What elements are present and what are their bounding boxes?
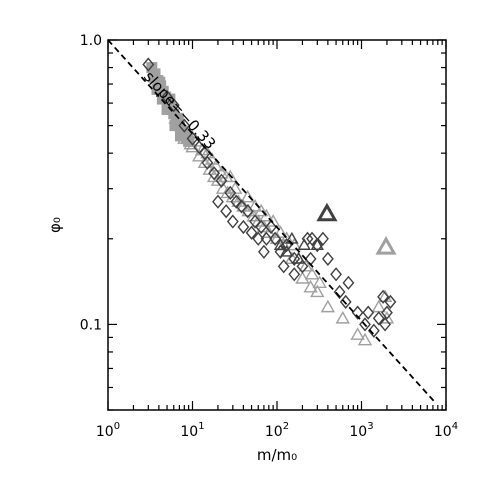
axis-tick-labels: 100 101 102 103 104 0.1 1.0: [80, 33, 458, 440]
data-point-s2-45: [245, 225, 258, 240]
data-point-s3-3: [291, 251, 306, 264]
data-point-s2-37: [377, 289, 389, 304]
data-point-s2-6: [215, 173, 228, 188]
data-point-s1-40: [253, 203, 269, 217]
fit-line: [108, 40, 437, 404]
data-point-s2-4: [201, 155, 214, 170]
data-point-s2-47: [212, 194, 224, 209]
data-point-s1-38: [240, 189, 255, 203]
data-point-s2-46: [220, 204, 233, 219]
data-point-s1-22: [320, 299, 336, 313]
x-tick-label-1: 101: [180, 421, 204, 440]
axis-ticks: [107, 39, 447, 411]
data-point-s1-19: [295, 271, 310, 284]
data-point-s3-4: [297, 238, 311, 250]
data-point-s1-49: [312, 275, 327, 289]
data-point-s2-29: [351, 305, 364, 320]
data-point-s3-5: [310, 238, 325, 250]
data-point-s1-36: [223, 169, 238, 183]
data-point-s1-23: [335, 310, 350, 324]
data-point-s2-9: [235, 199, 248, 214]
data-point-s1-41: [259, 208, 274, 222]
data-point-s2-15: [269, 231, 282, 246]
data-point-s2-0: [142, 57, 155, 72]
data-point-s2-40: [277, 259, 290, 274]
data-point-s2-18: [288, 251, 301, 266]
data-point-s4-0: [316, 202, 338, 222]
data-point-s2-13: [260, 231, 273, 246]
fit-line-layer: [108, 40, 437, 404]
data-point-s2-1: [161, 89, 173, 105]
data-point-s2-11: [249, 214, 261, 229]
data-point-s2-5: [208, 166, 220, 181]
data-point-s2-35: [381, 305, 393, 320]
x-tick-label-2: 102: [265, 421, 289, 440]
data-point-s2-24: [321, 251, 334, 266]
data-point-s2-44: [226, 214, 239, 229]
data-point-s2-48: [167, 98, 180, 113]
data-point-s1-21: [310, 284, 325, 298]
data-point-s2-41: [257, 244, 270, 259]
data-point-s1-54: [163, 99, 178, 113]
y-axis-label: φ₀: [46, 217, 64, 233]
data-point-s3-1: [279, 244, 294, 257]
data-point-s2-7: [224, 185, 237, 200]
data-point-s2-27: [339, 294, 352, 309]
data-point-s2-26: [333, 284, 346, 300]
data-points: [142, 57, 397, 346]
data-point-s2-23: [317, 231, 329, 246]
data-point-s1-25: [357, 332, 373, 346]
data-point-s2-28: [342, 275, 355, 290]
data-point-s2-31: [362, 305, 375, 320]
data-point-s2-36: [384, 294, 397, 309]
x-tick-label-4: 104: [434, 421, 458, 440]
data-point-s5-0: [375, 236, 397, 255]
data-point-s2-30: [359, 317, 371, 332]
x-tick-label-0: 100: [96, 421, 120, 440]
data-point-s2-32: [367, 323, 380, 338]
x-tick-label-3: 103: [349, 421, 373, 440]
data-point-s2-42: [252, 231, 265, 246]
data-point-s2-33: [372, 311, 385, 326]
data-point-s2-14: [265, 219, 277, 235]
data-point-s1-47: [298, 258, 314, 272]
data-point-s1-48: [304, 266, 320, 280]
y-tick-label-0: 0.1: [80, 317, 102, 333]
data-point-s1-6: [215, 181, 231, 194]
y-tick-label-1: 1.0: [80, 33, 102, 49]
data-point-s2-22: [311, 238, 324, 253]
data-point-s2-19: [296, 259, 309, 274]
data-point-s2-39: [288, 267, 301, 282]
data-point-s2-2: [178, 118, 191, 133]
data-point-s2-50: [198, 146, 211, 161]
data-point-s1-43: [273, 225, 288, 238]
data-point-s3-0: [273, 238, 288, 250]
data-point-s2-43: [237, 219, 250, 235]
data-point-s2-8: [230, 194, 243, 209]
data-point-s2-12: [255, 219, 268, 235]
data-point-s1-30: [194, 142, 210, 156]
x-axis-label: m/m₀: [257, 446, 297, 464]
data-point-s0-21: [154, 76, 166, 88]
data-point-s2-25: [330, 267, 342, 282]
data-point-s1-24: [350, 327, 365, 340]
data-point-s2-10: [241, 204, 254, 219]
data-point-s2-34: [379, 317, 391, 332]
